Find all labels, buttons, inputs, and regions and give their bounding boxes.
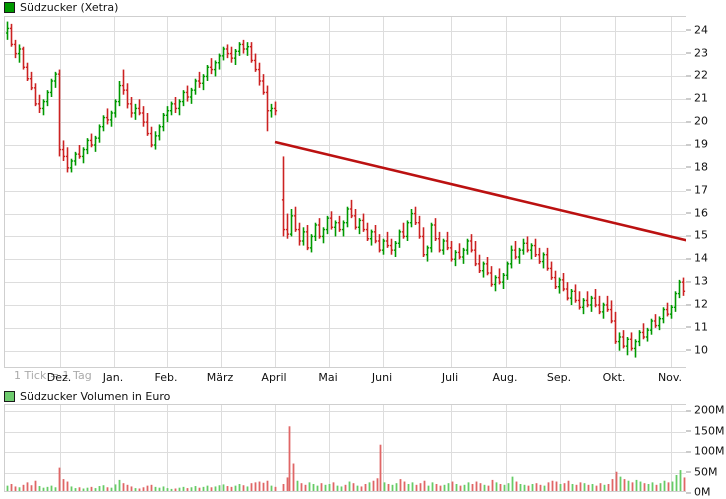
tick-interval-note: 1 Tick = 1 Tag [14, 369, 92, 382]
square-icon [4, 2, 15, 13]
price-y-tick: 18 [686, 161, 708, 172]
x-axis-tick-dez: Dez. [46, 371, 72, 384]
volume-y-tick: 0M [686, 487, 711, 498]
x-axis-tick-okt: Okt. [602, 371, 626, 384]
volume-chart-panel[interactable] [4, 404, 686, 492]
price-y-tick: 11 [686, 321, 708, 332]
x-axis-tick-feb: Feb. [154, 371, 178, 384]
price-legend[interactable]: Südzucker (Xetra) [4, 1, 118, 14]
x-axis-tick-juni: Juni [371, 371, 393, 384]
x-axis-tick-nov: Nov. [657, 371, 683, 384]
volume-legend[interactable]: Südzucker Volumen in Euro [4, 390, 170, 403]
price-y-tick: 19 [686, 139, 708, 150]
x-axis-tick-mrz: März [206, 371, 234, 384]
x-axis: Dez. Jan. Feb. März April Mai Juni Juli Aug. Sep.… [4, 369, 686, 389]
volume-y-tick: 150M [686, 425, 725, 436]
price-y-tick: 23 [686, 47, 708, 58]
x-axis-tick-aug: Aug. [492, 371, 518, 384]
volume-y-tick: 50M [686, 466, 718, 477]
volume-y-tick: 100M [686, 446, 725, 457]
price-y-axis: 24 23 22 21 20 19 18 17 16 15 14 13 12 11 10 [686, 16, 726, 368]
volume-plot-area[interactable] [5, 405, 686, 491]
x-axis-tick-sep: Sep. [546, 371, 572, 384]
price-y-tick: 16 [686, 207, 708, 218]
volume-y-axis: 200M 150M 100M 50M 0M [686, 404, 726, 498]
price-y-tick: 22 [686, 70, 708, 81]
x-axis-tick-mai: Mai [318, 371, 338, 384]
volume-y-tick: 200M [686, 405, 725, 416]
price-y-tick: 17 [686, 184, 708, 195]
price-y-tick: 21 [686, 93, 708, 104]
price-y-tick: 13 [686, 276, 708, 287]
price-plot-area[interactable] [5, 17, 686, 367]
x-axis-tick-jan: Jan. [102, 371, 124, 384]
x-axis-tick-april: April [261, 371, 287, 384]
square-icon [4, 391, 15, 402]
price-y-tick: 15 [686, 230, 708, 241]
volume-legend-label: Südzucker Volumen in Euro [20, 390, 171, 403]
x-axis-tick-juli: Juli [441, 371, 459, 384]
price-y-tick: 14 [686, 253, 708, 264]
price-y-tick: 12 [686, 299, 708, 310]
price-chart-panel[interactable]: 1 Tick = 1 Tag [4, 16, 686, 382]
price-legend-label: Südzucker (Xetra) [20, 1, 119, 14]
price-y-tick: 24 [686, 24, 708, 35]
price-y-tick: 10 [686, 344, 708, 355]
price-y-tick: 20 [686, 116, 708, 127]
